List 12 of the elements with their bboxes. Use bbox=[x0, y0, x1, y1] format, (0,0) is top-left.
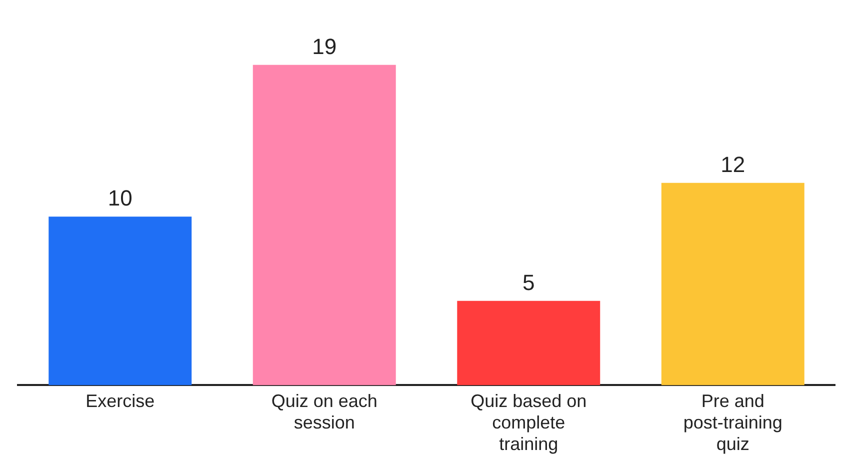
bar bbox=[48, 216, 192, 386]
data-label: 19 bbox=[312, 34, 337, 59]
data-label: 5 bbox=[522, 270, 535, 295]
data-label: 12 bbox=[720, 152, 746, 177]
x-tick-label: Quiz on each session bbox=[271, 390, 378, 433]
data-label: 10 bbox=[108, 186, 132, 211]
bar bbox=[661, 182, 804, 386]
x-tick-label: Quiz based on complete training bbox=[470, 390, 587, 454]
bar bbox=[252, 64, 396, 386]
x-tick-label: Exercise bbox=[86, 390, 155, 411]
bar bbox=[457, 300, 600, 386]
x-tick-label: Pre and post-training quiz bbox=[683, 390, 782, 454]
